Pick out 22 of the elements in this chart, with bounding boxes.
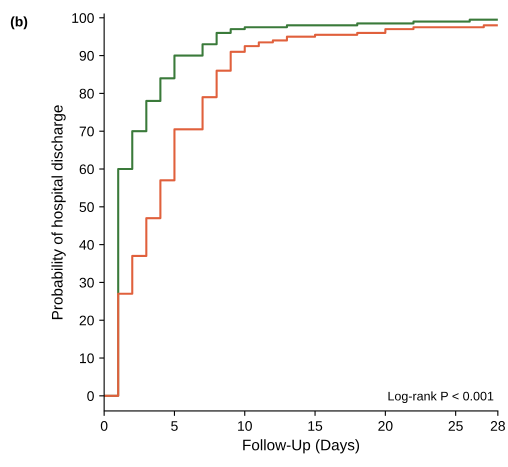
x-tick-label: 25 xyxy=(448,421,463,431)
x-tick-label: 15 xyxy=(308,421,322,431)
y-tick-label: 90 xyxy=(80,50,94,61)
y-tick-label: 0 xyxy=(87,391,94,402)
y-tick-label: 20 xyxy=(80,316,94,326)
y-tick-label: 100 xyxy=(72,13,94,23)
x-tick-label: 28 xyxy=(490,421,505,431)
x-axis-title: Follow-Up (Days) xyxy=(243,439,360,454)
x-tick-label: 10 xyxy=(238,421,252,431)
text: (b) xyxy=(10,16,28,30)
y-tick-label: 80 xyxy=(80,88,94,99)
annotation: Log-rank P < 0.001 xyxy=(388,391,494,404)
y-axis-title: Probability of hospital discharge xyxy=(51,105,66,320)
y-tick-label: 40 xyxy=(79,240,94,250)
x-tick-label: 0 xyxy=(100,421,108,431)
y-tick-label: 30 xyxy=(80,278,94,288)
x-tick-label: 20 xyxy=(378,421,393,431)
y-tick-label: 50 xyxy=(80,202,94,212)
y-tick-label: 70 xyxy=(80,126,94,136)
y-tick-label: 60 xyxy=(80,164,94,174)
x-tick-label: 5 xyxy=(171,421,178,431)
y-tick-label: 10 xyxy=(80,353,94,364)
